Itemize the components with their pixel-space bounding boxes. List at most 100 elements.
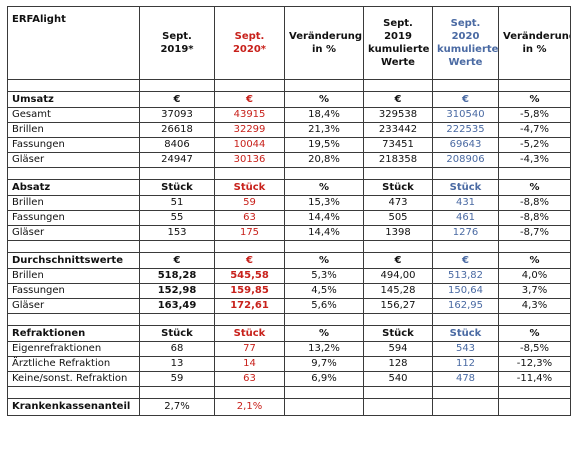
cell-sept-2019: 59 [139, 371, 215, 387]
row-label: Gläser [7, 152, 140, 168]
cell-sept-2019: 55 [139, 210, 215, 226]
cell-sept-2020: 2,1% [214, 398, 285, 416]
unit-cell: € [214, 91, 285, 108]
unit-cell: % [498, 179, 571, 196]
section-header-refraktionen: Refraktionen Stück Stück % Stück Stück % [7, 325, 571, 342]
cell-cum-2019: 73451 [363, 137, 433, 153]
section-header-durchschnittswerte: Durchschnittswerte € € % € € % [7, 252, 571, 269]
cell-cum-2019: 233442 [363, 122, 433, 138]
table-row: Brillen 518,28 545,58 5,3% 494,00 513,82… [7, 268, 571, 284]
cell-change: 5,3% [284, 268, 364, 284]
cell-cum-change: 4,3% [498, 298, 571, 314]
cell-cum-2019: 218358 [363, 152, 433, 168]
cell-cum-2019: 505 [363, 210, 433, 226]
table-row: Gläser 153 175 14,4% 1398 1276 -8,7% [7, 225, 571, 241]
cell-cum-2019: 473 [363, 195, 433, 211]
section-header-umsatz: Umsatz € € % € € % [7, 91, 571, 108]
spacer-row [7, 386, 571, 399]
cell-change: 5,6% [284, 298, 364, 314]
unit-cell: Stück [214, 325, 285, 342]
unit-cell: % [498, 325, 571, 342]
table-row: Brillen 51 59 15,3% 473 431 -8,8% [7, 195, 571, 211]
table-row: Gläser 163,49 172,61 5,6% 156,27 162,95 … [7, 298, 571, 314]
cell-sept-2020: 63 [214, 210, 285, 226]
cell-cum-2020: 461 [432, 210, 499, 226]
cell-cum-2020: 513,82 [432, 268, 499, 284]
row-label: Fassungen [7, 283, 140, 299]
cell-cum-2020: 112 [432, 356, 499, 372]
row-label: Eigenrefraktionen [7, 341, 140, 357]
header-sept-2019: Sept. 2019* [139, 6, 215, 80]
cell-change: 14,4% [284, 225, 364, 241]
cell-sept-2020: 159,85 [214, 283, 285, 299]
cell-sept-2020: 172,61 [214, 298, 285, 314]
table-row: Brillen 26618 32299 21,3% 233442 222535 … [7, 122, 571, 138]
row-label: Krankenkassenanteil [7, 398, 140, 416]
cell-cum-change: 4,0% [498, 268, 571, 284]
header-sept-2020: Sept. 2020* [214, 6, 285, 80]
cell-sept-2020: 175 [214, 225, 285, 241]
unit-cell: Stück [432, 325, 499, 342]
row-label: Keine/sonst. Refraktion [7, 371, 140, 387]
unit-cell: € [139, 252, 215, 269]
unit-cell: € [432, 252, 499, 269]
row-label: Brillen [7, 195, 140, 211]
table-wrapper: ERFAlight Sept. 2019* Sept. 2020* Veränd… [7, 6, 571, 416]
cell-change: 21,3% [284, 122, 364, 138]
row-label: Brillen [7, 122, 140, 138]
cell-cum-change: -8,8% [498, 195, 571, 211]
cell-sept-2020: 43915 [214, 107, 285, 123]
row-label: Gesamt [7, 107, 140, 123]
unit-cell: € [432, 91, 499, 108]
row-label: Ärztliche Refraktion [7, 356, 140, 372]
section-label: Absatz [7, 179, 140, 196]
cell-sept-2020: 14 [214, 356, 285, 372]
cell-sept-2019: 153 [139, 225, 215, 241]
header-row: ERFAlight Sept. 2019* Sept. 2020* Veränd… [7, 6, 571, 80]
section-header-absatz: Absatz Stück Stück % Stück Stück % [7, 179, 571, 196]
cell-change: 6,9% [284, 371, 364, 387]
row-label: Fassungen [7, 210, 140, 226]
cell-sept-2019: 68 [139, 341, 215, 357]
cell-cum-change: 3,7% [498, 283, 571, 299]
cell-sept-2019: 37093 [139, 107, 215, 123]
cell-sept-2019: 2,7% [139, 398, 215, 416]
section-label: Umsatz [7, 91, 140, 108]
cell-cum-2019: 1398 [363, 225, 433, 241]
empty-cell [284, 398, 364, 416]
unit-cell: Stück [139, 325, 215, 342]
cell-sept-2019: 24947 [139, 152, 215, 168]
unit-cell: € [363, 252, 433, 269]
cell-cum-2020: 208906 [432, 152, 499, 168]
cell-cum-2020: 162,95 [432, 298, 499, 314]
unit-cell: € [214, 252, 285, 269]
cell-cum-2019: 156,27 [363, 298, 433, 314]
unit-cell: Stück [363, 179, 433, 196]
cell-cum-2019: 128 [363, 356, 433, 372]
unit-cell: % [284, 325, 364, 342]
spacer-row [7, 240, 571, 253]
unit-cell: Stück [363, 325, 433, 342]
cell-sept-2020: 30136 [214, 152, 285, 168]
cell-sept-2020: 63 [214, 371, 285, 387]
empty-cell [432, 398, 499, 416]
cell-change: 4,5% [284, 283, 364, 299]
spacer-row [7, 79, 571, 92]
unit-cell: % [284, 179, 364, 196]
section-label: Refraktionen [7, 325, 140, 342]
header-cum-2019: Sept. 2019 kumulierte Werte [363, 6, 433, 80]
row-label: Gläser [7, 225, 140, 241]
cell-cum-2019: 494,00 [363, 268, 433, 284]
table-row: Keine/sonst. Refraktion 59 63 6,9% 540 4… [7, 371, 571, 387]
cell-cum-2020: 431 [432, 195, 499, 211]
cell-cum-change: -8,7% [498, 225, 571, 241]
cell-sept-2020: 10044 [214, 137, 285, 153]
cell-sept-2020: 32299 [214, 122, 285, 138]
cell-sept-2019: 518,28 [139, 268, 215, 284]
empty-cell [363, 398, 433, 416]
table-row: Ärztliche Refraktion 13 14 9,7% 128 112 … [7, 356, 571, 372]
cell-change: 19,5% [284, 137, 364, 153]
cell-change: 20,8% [284, 152, 364, 168]
header-cum-change: Veränderung in % [498, 6, 571, 80]
unit-cell: € [139, 91, 215, 108]
